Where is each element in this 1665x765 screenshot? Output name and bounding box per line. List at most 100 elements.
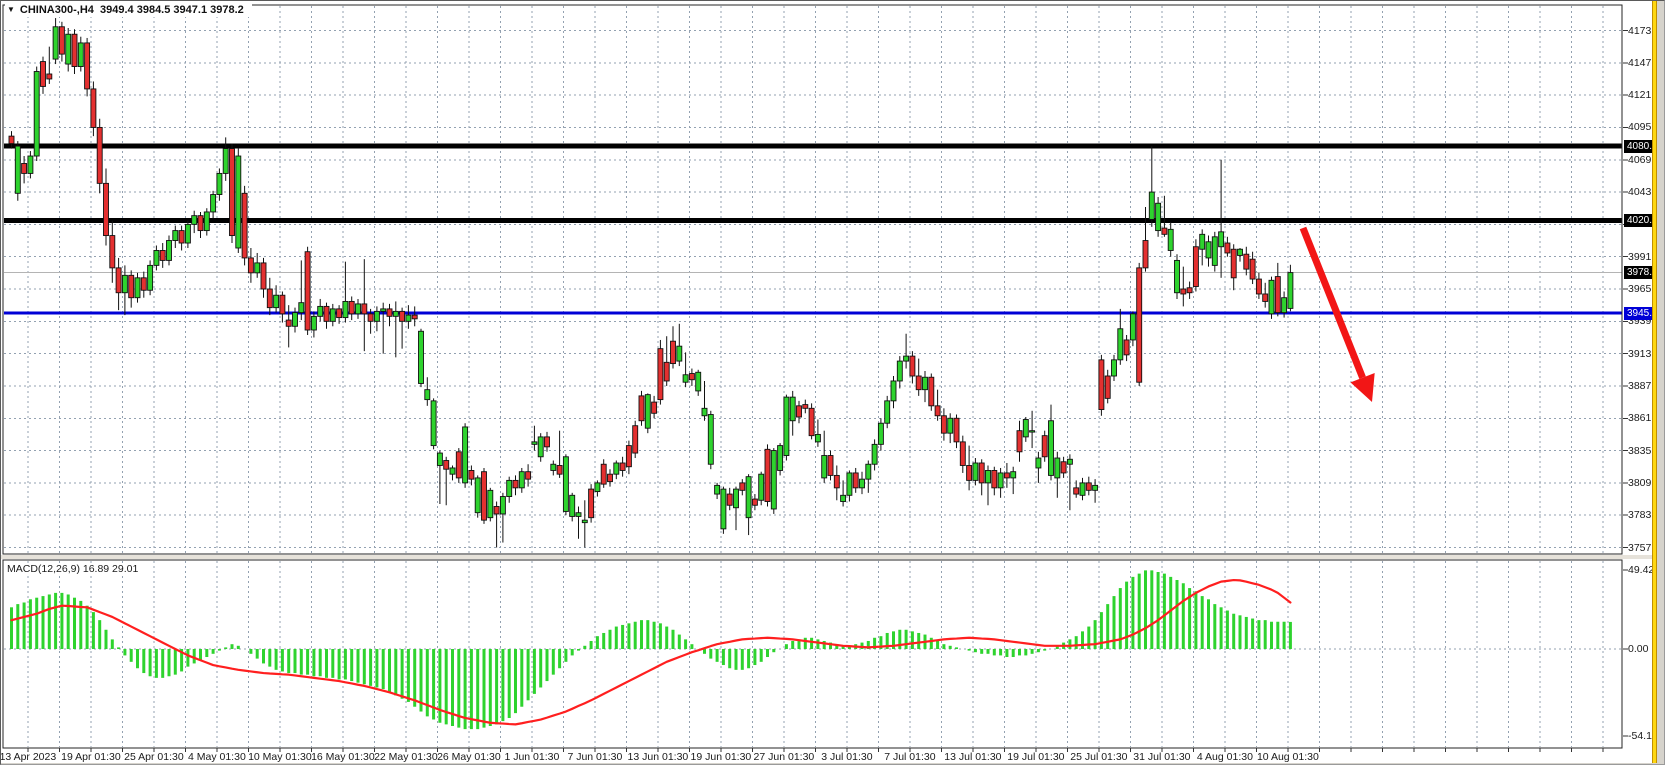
candle-bear (1098, 359, 1105, 411)
candle-bear (247, 257, 254, 274)
candle-bull (77, 42, 84, 67)
macd-signal-line (10, 578, 1292, 726)
candle-bull (821, 455, 828, 479)
candle-bull (985, 470, 991, 484)
candle-bear (978, 462, 985, 484)
date-label: 25 Jul 01:30 (1070, 751, 1128, 763)
window-edge-strip (1652, 1, 1657, 764)
candle-bear (493, 506, 500, 515)
hline-price-box: 3945.5 (1624, 306, 1658, 320)
chevron-down-icon[interactable]: ▼ (7, 5, 15, 14)
candle-bear (1041, 435, 1048, 458)
candle-bear (468, 470, 475, 480)
candle-bull (846, 472, 853, 496)
candle-bear (455, 451, 462, 479)
candle-bear (285, 319, 292, 327)
candle-bull (166, 240, 172, 261)
candle-bear (1003, 472, 1010, 479)
candle-bull (1048, 420, 1054, 476)
candle-bear (688, 373, 695, 381)
candle-bull (701, 407, 708, 417)
candle-bear (103, 182, 109, 237)
candle-bull (1035, 457, 1042, 469)
candle-bull (877, 422, 884, 445)
candle-bear (8, 135, 15, 145)
panel-splitter[interactable] (1, 555, 1657, 559)
candle-bull (1117, 328, 1124, 361)
candle-bear (953, 417, 960, 443)
candle-bear (638, 395, 645, 422)
candle-bull (1010, 471, 1017, 479)
candle-bull (273, 294, 280, 309)
candle-bull (594, 482, 601, 493)
candle-bull (418, 330, 424, 384)
macd-tick-label: 49.42 (1628, 563, 1655, 576)
candle-bear (802, 404, 809, 409)
candle-bear (260, 262, 267, 290)
candle-bull (405, 314, 412, 322)
candle-bull (1211, 236, 1218, 266)
candle-bull (1111, 359, 1117, 377)
candle-bear (323, 305, 330, 322)
candle-bull (1287, 272, 1294, 309)
candle-bull (373, 310, 380, 322)
date-label: 7 Jul 01:30 (884, 751, 936, 763)
candle-bear (1161, 227, 1168, 235)
trend-arrow[interactable] (1299, 226, 1375, 402)
candle-bear (940, 415, 947, 434)
candle-bull (1167, 228, 1174, 251)
candle-bear (159, 250, 166, 261)
candle-bull (997, 472, 1004, 489)
candle-bear (1249, 258, 1256, 280)
candle-bull (1054, 457, 1061, 479)
candle-bull (531, 441, 538, 445)
candle-bear (386, 308, 393, 317)
candle-bull (1281, 297, 1288, 314)
candle-bear (556, 465, 563, 475)
candle-bull (317, 305, 324, 317)
macd-tick-label: -54.17 (1628, 729, 1658, 742)
candle-bull (613, 462, 620, 475)
candle-bull (134, 277, 141, 299)
candle-bull (1092, 484, 1099, 491)
candle-bull (487, 489, 494, 519)
candle-bull (537, 436, 544, 458)
candle-bull (210, 194, 217, 213)
candle-bull (890, 380, 897, 402)
candle-bull (783, 396, 790, 456)
candle-bull (562, 456, 569, 512)
candle-bull (871, 443, 878, 465)
candle-bull (254, 262, 261, 274)
date-label: 13 Apr 2023 (0, 751, 57, 763)
candle-bear (1262, 293, 1269, 302)
candle-bear (1224, 242, 1231, 254)
candle-bull (474, 477, 481, 514)
candle-bull (714, 484, 721, 495)
macd-indicator-label: MACD(12,26,9) 16.89 29.01 (5, 563, 145, 576)
candle-bear (90, 88, 97, 128)
candle-bear (266, 288, 273, 309)
candle-bear (399, 310, 406, 322)
candle-bear (1192, 246, 1199, 287)
candle-bear (367, 313, 374, 322)
current-price-box: 3978.2 (1624, 266, 1658, 280)
candles-layer (8, 18, 1294, 548)
candle-bear (1123, 339, 1130, 356)
candle-bear (40, 61, 46, 87)
candle-bear (1060, 461, 1067, 474)
macd-tick-label: 0.00 (1628, 643, 1649, 655)
candle-bear (1104, 375, 1111, 399)
candle-bull (972, 462, 979, 481)
candle-bear (915, 375, 922, 391)
hline-objects[interactable] (4, 143, 1622, 315)
candle-bull (1066, 458, 1073, 465)
candle-bull (222, 148, 229, 174)
candle-bull (147, 264, 154, 291)
candle-bear (651, 401, 658, 414)
candle-bear (1085, 482, 1092, 491)
date-label: 19 Jun 01:30 (690, 751, 752, 763)
candle-bear (619, 462, 626, 471)
candle-bull (789, 396, 796, 422)
candle-bull (770, 450, 777, 510)
